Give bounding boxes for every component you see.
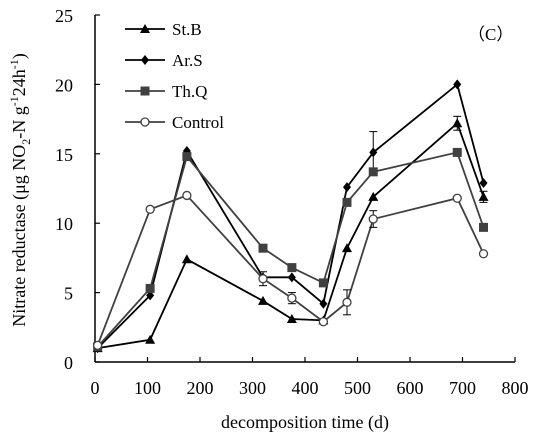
y-tick-label: 0 (64, 353, 73, 373)
y-tick-label: 10 (55, 214, 73, 234)
data-point-th-q (287, 263, 297, 273)
data-point-ar-s (287, 272, 296, 283)
data-point-st-b (368, 191, 379, 201)
y-axis-label-part: Nitrate reductase (μg NO (9, 145, 30, 327)
legend-label: Ar.S (172, 51, 203, 70)
data-point-th-q (182, 152, 192, 162)
y-tick-label: 20 (55, 75, 73, 95)
data-point-st-b (258, 295, 268, 305)
data-point-st-b (478, 191, 489, 201)
legend-marker (140, 24, 150, 33)
x-tick-label: 400 (292, 378, 319, 398)
legend-item-ar-s: Ar.S (125, 51, 203, 70)
data-point-control (318, 317, 329, 327)
legend-marker (140, 117, 150, 127)
legend-item-st-b: St.B (125, 20, 202, 39)
series-line-th-q (96, 151, 485, 348)
legend-label: St.B (172, 20, 202, 39)
y-axis-label-part: ) (9, 53, 30, 59)
series-st-b (92, 115, 489, 353)
data-point-st-b (452, 118, 463, 128)
legend: St.B Ar.S Th.Q Control (125, 20, 224, 132)
x-tick-label: 300 (239, 378, 266, 398)
data-point-th-q (452, 147, 462, 157)
series-line-ar-s (96, 82, 485, 349)
legend-item-control: Control (125, 113, 224, 132)
data-point-st-b (145, 334, 156, 344)
data-point-st-b (342, 243, 352, 253)
legend-label: Control (172, 113, 224, 132)
legend-item-th-q: Th.Q (125, 82, 207, 101)
x-tick-label: 800 (502, 378, 529, 398)
y-axis-label-part: -1 (7, 59, 21, 69)
y-tick-label: 15 (55, 145, 73, 165)
legend-marker (140, 86, 150, 96)
plot-area (92, 79, 489, 354)
series-ar-s (93, 79, 488, 354)
y-axis-label-part: 24h (9, 69, 29, 96)
data-point-st-b (181, 254, 192, 264)
data-point-control (342, 297, 352, 307)
data-point-st-b (286, 313, 297, 323)
data-point-th-q (368, 167, 378, 177)
data-point-control (182, 190, 192, 201)
data-point-th-q (342, 197, 352, 207)
data-point-control (452, 193, 462, 203)
data-point-control (92, 340, 103, 350)
y-axis-label: Nitrate reductase (μg NO2-N g-124h-1) (7, 53, 33, 327)
data-point-control (145, 204, 155, 214)
data-point-ar-s (319, 298, 328, 309)
data-point-control (368, 214, 378, 224)
data-point-control (478, 249, 489, 259)
data-point-ar-s (343, 182, 351, 193)
data-point-th-q (318, 278, 328, 288)
data-point-th-q (258, 243, 268, 253)
series-th-q (93, 147, 488, 352)
x-tick-label: 600 (397, 378, 424, 398)
y-tick-label: 25 (55, 6, 73, 26)
data-point-ar-s (453, 79, 462, 90)
data-point-ar-s (369, 147, 378, 158)
x-tick-label: 700 (449, 378, 476, 398)
x-tick-label: 100 (134, 378, 161, 398)
x-tick-label: 200 (187, 378, 214, 398)
panel-label: （C） (468, 25, 513, 44)
data-point-th-q (145, 283, 155, 293)
axes: 0 5 10 15 20 25 0 100 200 300 400 500 600 700 800 (55, 6, 529, 398)
series-line-control (96, 194, 485, 346)
x-axis-label: decomposition time (d) (221, 412, 389, 433)
legend-label: Th.Q (172, 82, 207, 101)
data-point-th-q (479, 222, 488, 232)
series-control (92, 190, 489, 350)
y-axis-label-part: -1 (7, 96, 21, 106)
x-tick-label: 0 (91, 378, 100, 398)
y-axis-label-part: -N g (9, 106, 29, 139)
series-line-st-b (97, 121, 485, 350)
y-tick-label: 5 (64, 284, 73, 304)
x-tick-label: 500 (344, 378, 371, 398)
data-point-control (258, 274, 268, 284)
data-point-ar-s (479, 177, 488, 188)
data-point-control (287, 293, 297, 303)
legend-marker (141, 55, 149, 65)
y-axis-label-part: 2 (19, 139, 33, 145)
